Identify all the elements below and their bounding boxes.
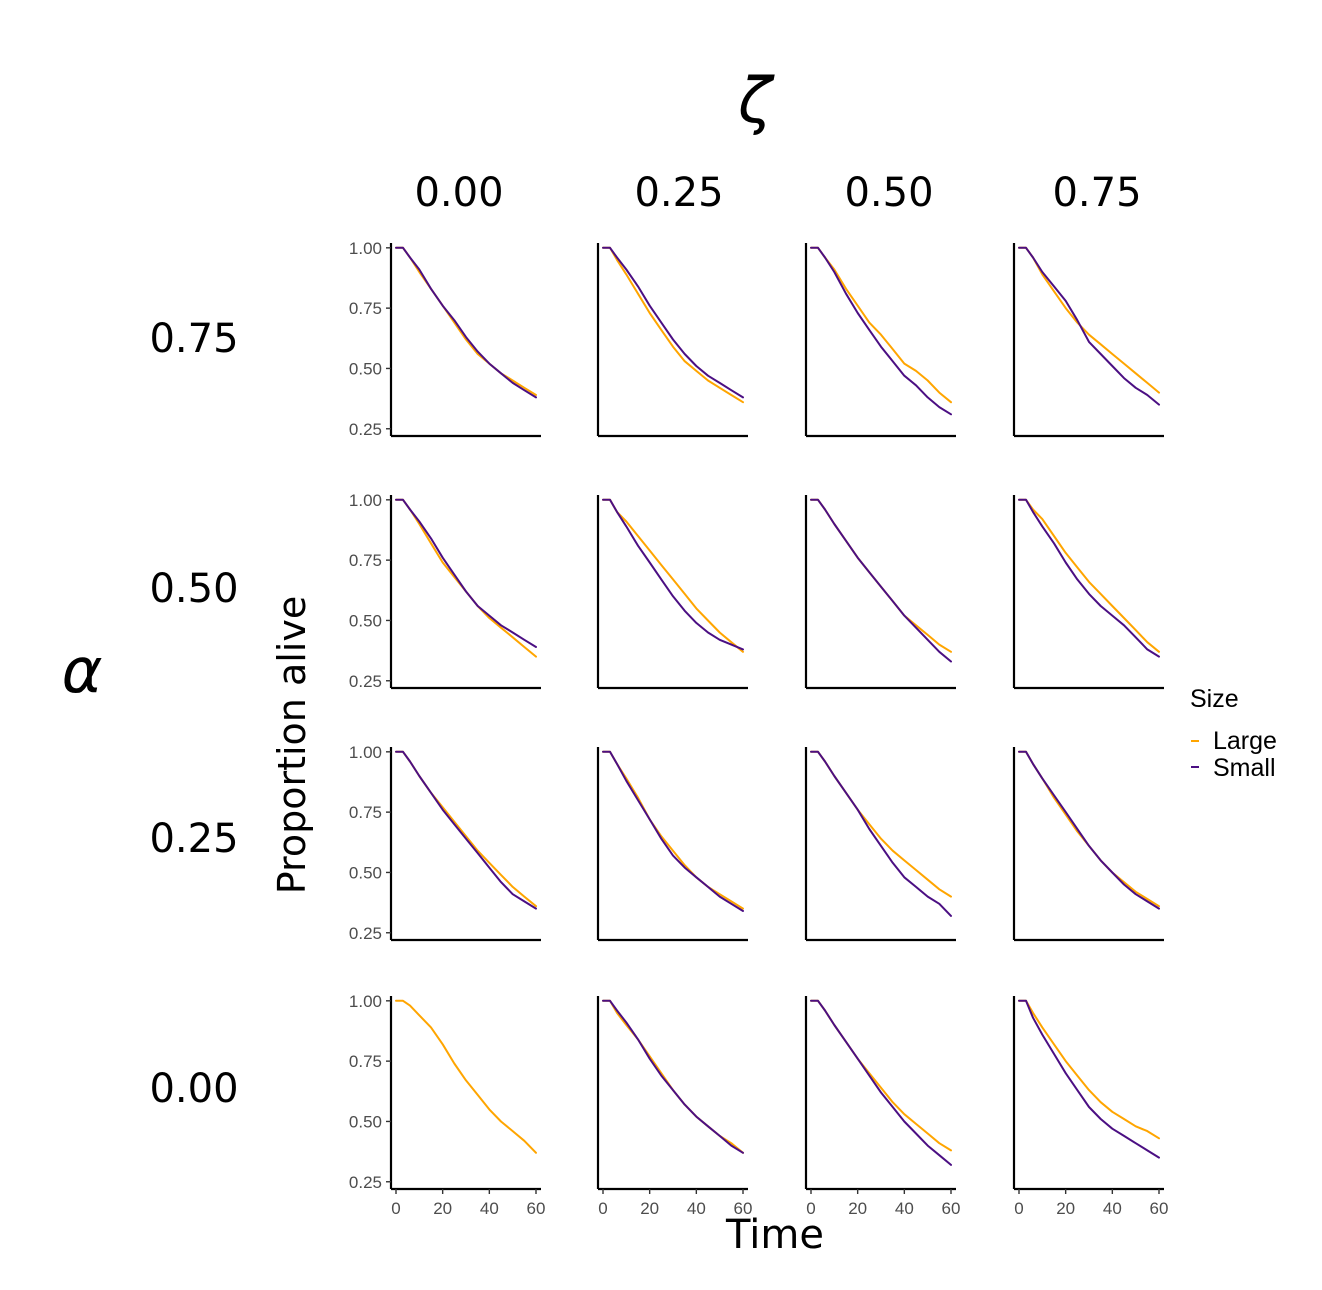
series-line-small xyxy=(602,246,744,399)
panel: 0.25 0.50 0.75 1.00 xyxy=(349,239,541,439)
panel: 0 20 40 60 xyxy=(804,996,961,1218)
series-line-small xyxy=(810,999,952,1166)
x-tick-label: 40 xyxy=(1103,1199,1122,1218)
column-header: 0.00 xyxy=(414,170,503,216)
x-tick-label: 60 xyxy=(527,1199,546,1218)
y-tick-label: 0.25 xyxy=(349,924,382,943)
row-header: 0.75 xyxy=(149,316,238,362)
series-line-small xyxy=(395,750,537,910)
column-header: 0.75 xyxy=(1052,170,1141,216)
series-line-small xyxy=(602,999,744,1154)
x-tick-label: 0 xyxy=(1014,1199,1023,1218)
panel xyxy=(1012,495,1164,690)
column-headers: 0.00 0.25 0.50 0.75 xyxy=(414,170,1141,216)
panel xyxy=(596,747,748,942)
series-line-large xyxy=(395,750,537,908)
x-tick-label: 20 xyxy=(1056,1199,1075,1218)
panel xyxy=(596,243,748,438)
series-line-small xyxy=(602,750,744,912)
panel: 0 20 40 60 xyxy=(1012,996,1169,1218)
panel xyxy=(596,495,748,690)
y-tick-label: 0.25 xyxy=(349,672,382,691)
x-tick-label: 40 xyxy=(480,1199,499,1218)
column-header: 0.25 xyxy=(634,170,723,216)
series-line-small xyxy=(810,750,952,917)
series-line-small xyxy=(1018,246,1160,406)
panel: 0.25 0.50 0.75 1.00 xyxy=(349,743,541,943)
panel: 0.25 0.50 0.75 1.00 0 20 40 60 xyxy=(349,992,546,1218)
row-facet-title: α xyxy=(62,634,103,707)
y-tick-label: 0.50 xyxy=(349,359,382,378)
y-tick-label: 0.75 xyxy=(349,551,382,570)
series-line-small xyxy=(1018,750,1160,910)
series-line-large xyxy=(602,999,744,1154)
x-tick-label: 0 xyxy=(598,1199,607,1218)
series-line-large xyxy=(395,246,537,396)
x-tick-label: 40 xyxy=(895,1199,914,1218)
x-tick-label: 60 xyxy=(942,1199,961,1218)
y-tick-label: 0.75 xyxy=(349,299,382,318)
y-tick-label: 0.25 xyxy=(349,1173,382,1192)
y-tick-label: 1.00 xyxy=(349,743,382,762)
row-header: 0.50 xyxy=(149,566,238,612)
panel xyxy=(804,495,956,690)
y-tick-label: 0.25 xyxy=(349,420,382,439)
panel xyxy=(804,747,956,942)
x-tick-label: 40 xyxy=(687,1199,706,1218)
x-tick-label: 20 xyxy=(433,1199,452,1218)
legend-label-small: Small xyxy=(1213,754,1276,782)
row-header: 0.25 xyxy=(149,816,238,862)
panel xyxy=(1012,243,1164,438)
legend-label-large: Large xyxy=(1213,727,1277,755)
y-axis-title: Proportion alive xyxy=(270,596,314,894)
series-line-small xyxy=(395,246,537,399)
x-axis-title: Time xyxy=(725,1212,824,1258)
panel: 0 20 40 60 xyxy=(596,996,753,1218)
series-line-large xyxy=(602,246,744,404)
y-tick-label: 0.50 xyxy=(349,611,382,630)
series-line-small xyxy=(810,498,952,663)
y-tick-label: 0.50 xyxy=(349,1112,382,1131)
panels: 0.25 0.50 0.75 1.00 0.25 0.50 0.75 1.00 0.25 0.50… xyxy=(349,239,1169,1218)
column-header: 0.50 xyxy=(844,170,933,216)
y-tick-label: 1.00 xyxy=(349,491,382,510)
series-line-small xyxy=(1018,498,1160,658)
panel: 0.25 0.50 0.75 1.00 xyxy=(349,491,541,691)
y-tick-label: 0.50 xyxy=(349,863,382,882)
series-line-small xyxy=(810,246,952,416)
panel xyxy=(1012,747,1164,942)
series-line-large xyxy=(810,246,952,404)
y-tick-label: 0.75 xyxy=(349,1052,382,1071)
y-tick-label: 1.00 xyxy=(349,992,382,1011)
series-line-large xyxy=(810,498,952,653)
series-line-small xyxy=(395,498,537,648)
panel xyxy=(804,243,956,438)
x-tick-label: 0 xyxy=(806,1199,815,1218)
row-headers: 0.75 0.50 0.25 0.00 xyxy=(149,316,238,1112)
x-tick-label: 60 xyxy=(734,1199,753,1218)
y-tick-label: 0.75 xyxy=(349,803,382,822)
x-tick-label: 20 xyxy=(848,1199,867,1218)
x-tick-label: 0 xyxy=(391,1199,400,1218)
x-tick-label: 20 xyxy=(640,1199,659,1218)
series-line-large xyxy=(395,999,537,1154)
legend-title: Size xyxy=(1190,685,1239,713)
x-tick-label: 60 xyxy=(1150,1199,1169,1218)
series-line-large xyxy=(1018,498,1160,653)
series-line-small xyxy=(1018,999,1160,1159)
row-header: 0.00 xyxy=(149,1066,238,1112)
column-facet-title: ζ xyxy=(737,64,775,137)
series-line-small xyxy=(602,498,744,651)
y-tick-label: 1.00 xyxy=(349,239,382,258)
series-line-large xyxy=(1018,999,1160,1140)
legend: Size Large Small xyxy=(1190,685,1277,782)
